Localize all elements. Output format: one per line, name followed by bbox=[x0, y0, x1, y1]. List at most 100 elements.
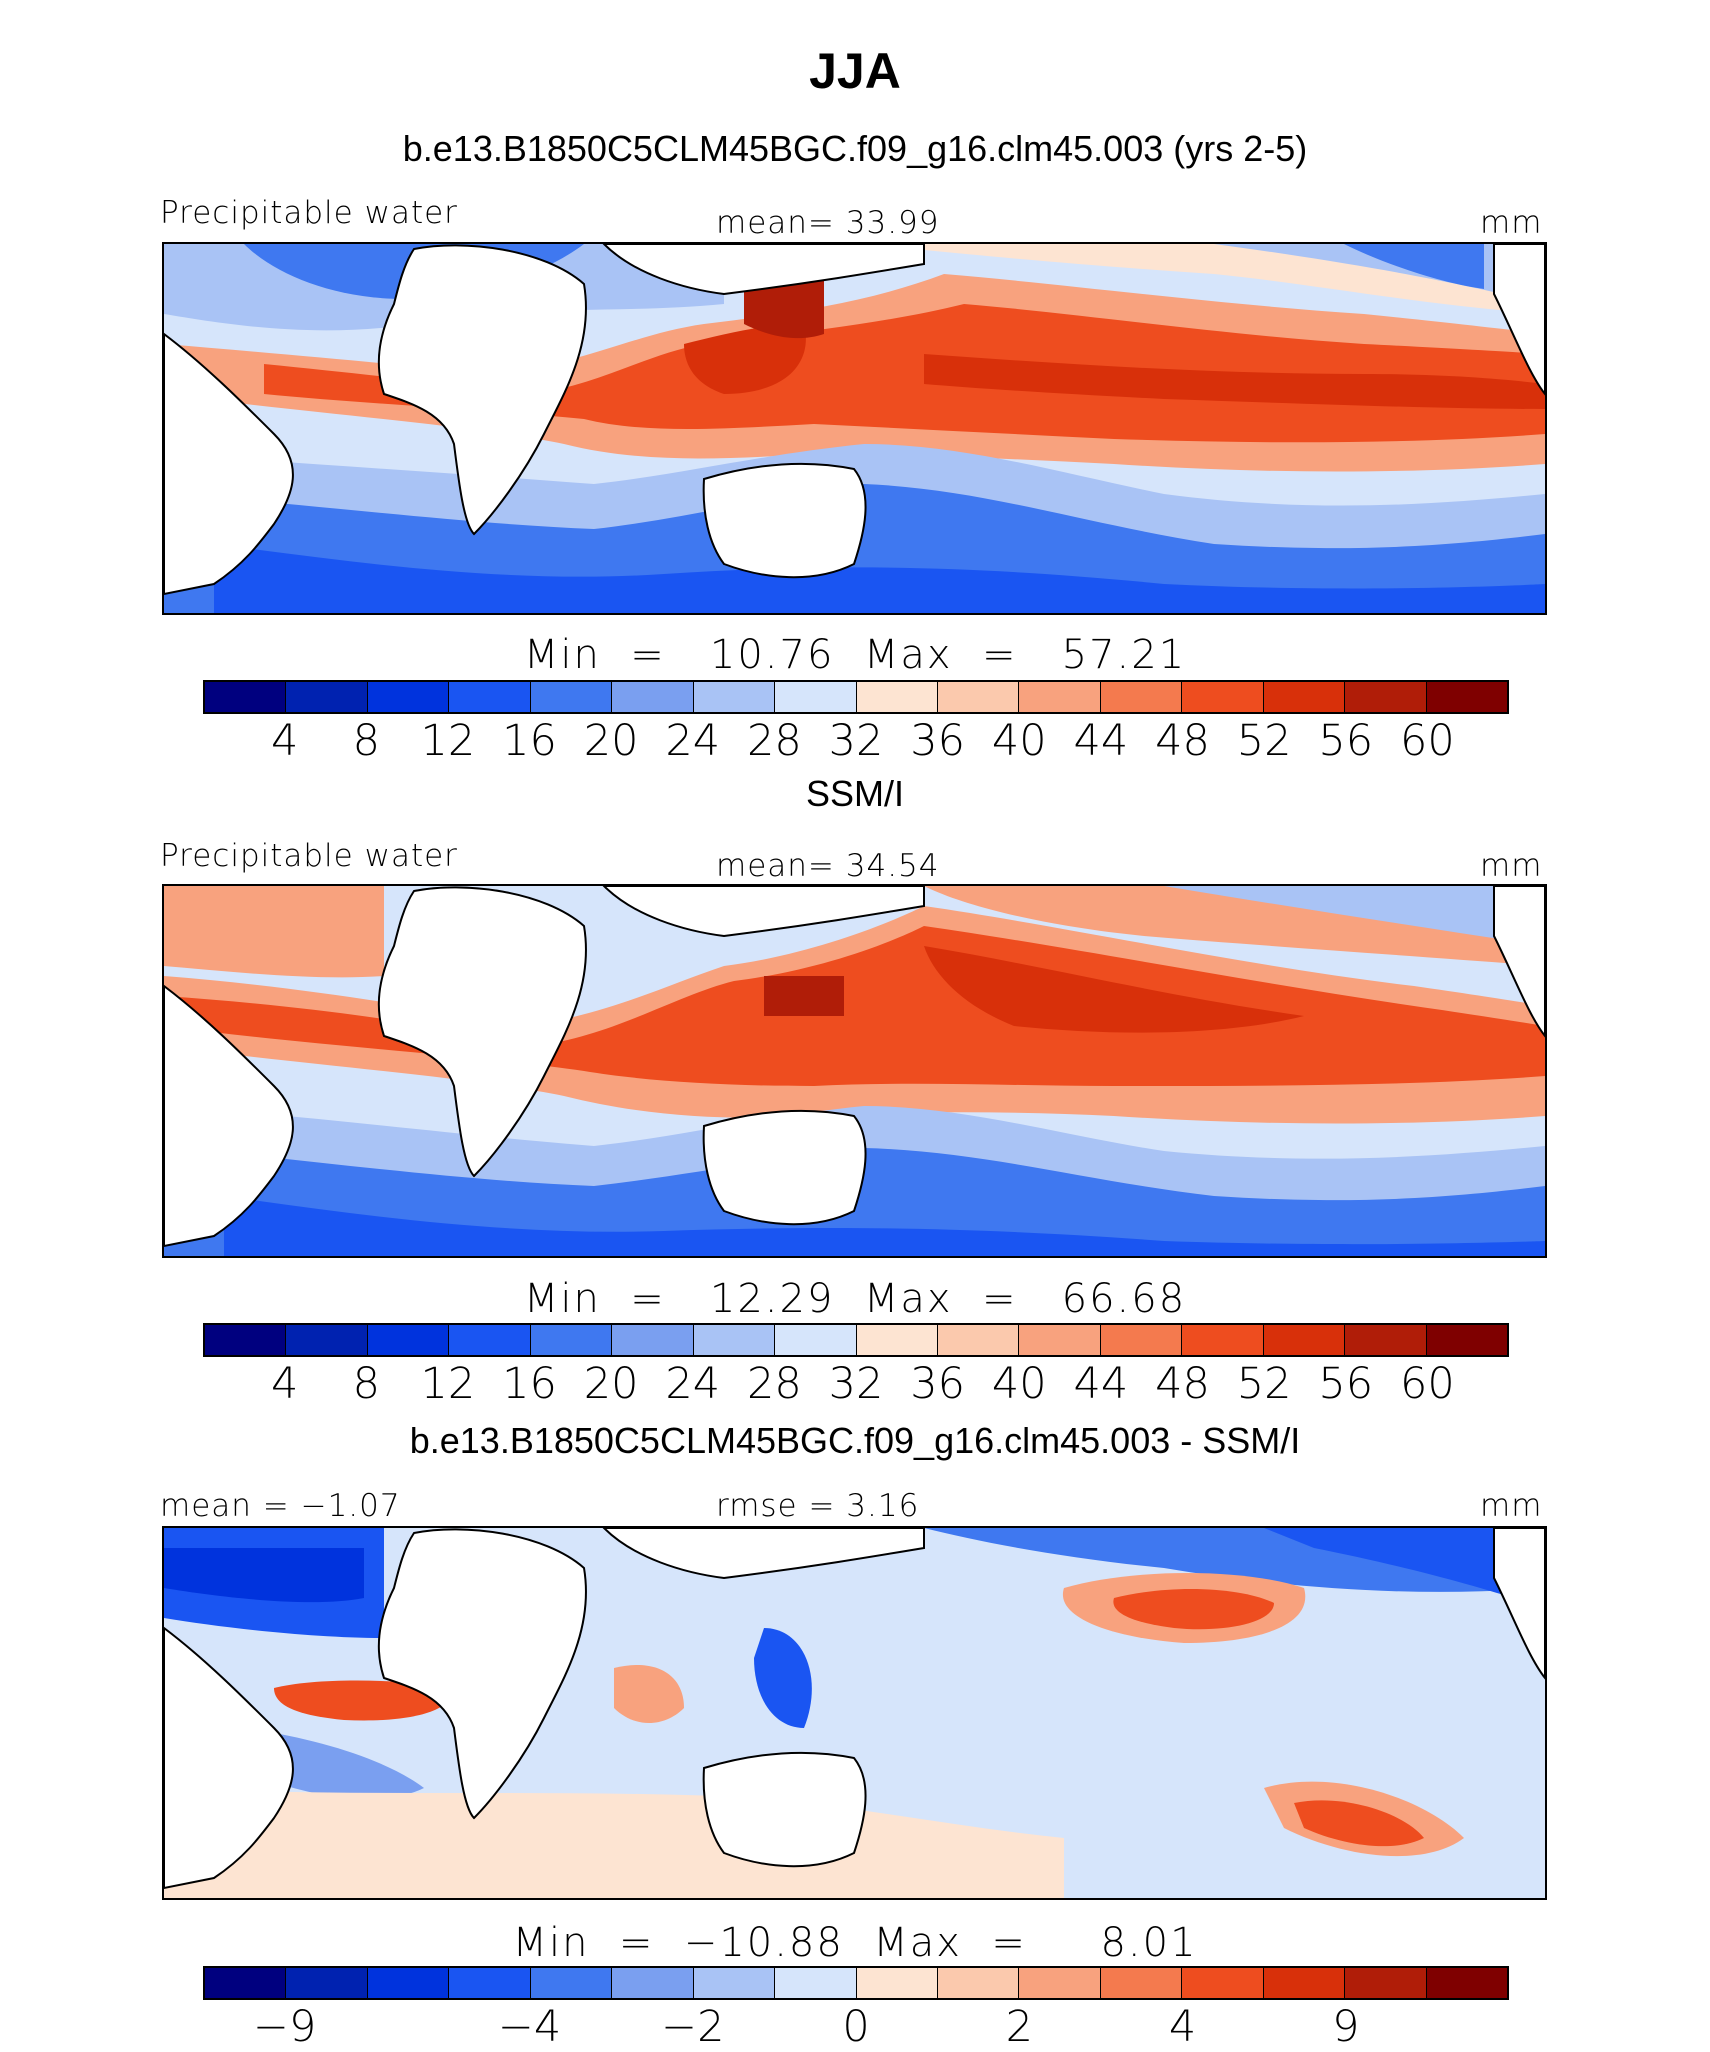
colorbar-tick-label: 8 bbox=[352, 1359, 380, 1409]
panel-3-colorbar bbox=[203, 1966, 1509, 2000]
colorbar-swatch bbox=[286, 1968, 368, 1998]
panel-2-colorbar-ticks: 4 8 12 16 20 24 28 32 36 40 44 48 52 56 60 bbox=[0, 1359, 1710, 1409]
field-band bbox=[1344, 244, 1484, 289]
colorbar-swatch bbox=[856, 682, 938, 712]
land-south-america bbox=[164, 1626, 294, 1890]
land-australia bbox=[702, 462, 867, 579]
colorbar-tick-label: 4 bbox=[270, 716, 299, 766]
land-asia bbox=[602, 886, 925, 938]
colorbar-swatch bbox=[1100, 1968, 1183, 1998]
colorbar-swatch bbox=[775, 1968, 857, 1998]
panel-1-colorbar-ticks: 4 8 12 16 20 24 28 32 36 40 44 48 52 56 60 bbox=[0, 716, 1710, 766]
colorbar-tick-label: 24 bbox=[665, 716, 721, 766]
colorbar-swatch bbox=[1345, 1325, 1427, 1355]
field-band bbox=[164, 1548, 364, 1603]
colorbar-tick-label: 4 bbox=[270, 1359, 299, 1409]
colorbar-swatch bbox=[367, 1325, 450, 1355]
land-australia bbox=[702, 1751, 867, 1868]
panel-2-colorbar bbox=[203, 1323, 1509, 1357]
field-band bbox=[764, 976, 844, 1016]
colorbar-swatch bbox=[1345, 682, 1427, 712]
colorbar-tick-label: 28 bbox=[747, 716, 802, 766]
colorbar-tick-label: 16 bbox=[502, 1359, 557, 1409]
panel-3-map bbox=[162, 1526, 1547, 1900]
colorbar-swatch bbox=[1263, 1325, 1346, 1355]
colorbar-swatch bbox=[286, 1325, 368, 1355]
panel-2-title: SSM/I bbox=[805, 773, 904, 814]
colorbar-swatch bbox=[1182, 682, 1264, 712]
colorbar-tick-label: 32 bbox=[828, 716, 884, 766]
panel-1-min-max: Min = 10.76 Max = 57.21 bbox=[523, 632, 1187, 678]
colorbar-tick-label: 12 bbox=[420, 1359, 476, 1409]
colorbar-swatch bbox=[205, 1968, 287, 1998]
field-band bbox=[214, 544, 1545, 613]
colorbar-tick-label: 36 bbox=[910, 716, 965, 766]
panel-2-units-label: mm bbox=[1480, 848, 1543, 884]
colorbar-swatch bbox=[1019, 682, 1101, 712]
colorbar-tick-label: 48 bbox=[1155, 716, 1210, 766]
colorbar-swatch bbox=[1263, 1968, 1346, 1998]
colorbar-tick-label: 60 bbox=[1400, 716, 1455, 766]
colorbar-swatch bbox=[530, 682, 613, 712]
panel-2-variable-label: Precipitable water bbox=[160, 838, 458, 874]
colorbar-tick-label: 8 bbox=[352, 716, 380, 766]
field-band bbox=[924, 354, 1545, 409]
panel-2-mean-label: mean= 34.54 bbox=[716, 848, 940, 884]
colorbar-swatch bbox=[205, 682, 287, 712]
colorbar-swatch bbox=[1100, 1325, 1183, 1355]
colorbar-swatch bbox=[856, 1968, 938, 1998]
colorbar-swatch bbox=[205, 1325, 287, 1355]
colorbar-tick-label: 60 bbox=[1400, 1359, 1455, 1409]
field-band bbox=[1164, 886, 1545, 946]
land-africa bbox=[377, 1528, 587, 1820]
panel-1-variable-label: Precipitable water bbox=[160, 195, 458, 231]
colorbar-tick-label: 52 bbox=[1236, 716, 1292, 766]
panel-3-rmse-label: rmse = 3.16 bbox=[716, 1488, 920, 1524]
panel-3-min-max: Min = −10.88 Max = 8.01 bbox=[512, 1920, 1198, 1966]
colorbar-swatch bbox=[693, 1968, 776, 1998]
colorbar-tick-label: 52 bbox=[1236, 1359, 1292, 1409]
colorbar-tick-label: 32 bbox=[828, 1359, 884, 1409]
colorbar-swatch bbox=[286, 682, 368, 712]
colorbar-tick-label: 28 bbox=[747, 1359, 802, 1409]
land-south-america bbox=[164, 332, 294, 596]
colorbar-swatch bbox=[449, 1325, 531, 1355]
panel-3-contour-field bbox=[164, 1528, 1545, 1898]
colorbar-swatch bbox=[1019, 1325, 1101, 1355]
colorbar-swatch bbox=[367, 682, 450, 712]
colorbar-swatch bbox=[1426, 1325, 1507, 1355]
land-africa bbox=[377, 244, 587, 536]
panel-1-map bbox=[162, 242, 1547, 615]
field-band bbox=[224, 1196, 1545, 1256]
land-australia bbox=[702, 1109, 867, 1226]
colorbar-swatch bbox=[693, 682, 776, 712]
field-band bbox=[744, 274, 824, 339]
field-band bbox=[924, 946, 1304, 1033]
field-band bbox=[264, 304, 1545, 443]
colorbar-tick-label: 12 bbox=[420, 716, 476, 766]
panel-1-mean-label: mean= 33.99 bbox=[716, 205, 940, 241]
colorbar-swatch bbox=[937, 682, 1020, 712]
field-band bbox=[754, 1628, 812, 1728]
colorbar-tick-label: 2 bbox=[1005, 2002, 1033, 2052]
colorbar-swatch bbox=[937, 1968, 1020, 1998]
field-band bbox=[684, 324, 806, 394]
land-central-america bbox=[1493, 886, 1545, 1038]
panel-1-title: b.e13.B1850C5CLM45BGC.f09_g16.clm45.003 … bbox=[402, 128, 1308, 169]
land-south-america bbox=[164, 984, 294, 1248]
colorbar-swatch bbox=[612, 1325, 694, 1355]
colorbar-tick-label: 40 bbox=[991, 1359, 1047, 1409]
colorbar-swatch bbox=[693, 1325, 776, 1355]
colorbar-tick-label: 36 bbox=[910, 1359, 965, 1409]
colorbar-swatch bbox=[1100, 682, 1183, 712]
panel-1-colorbar bbox=[203, 680, 1509, 714]
colorbar-tick-label: 48 bbox=[1155, 1359, 1210, 1409]
land-central-america bbox=[1493, 1528, 1545, 1680]
colorbar-swatch bbox=[449, 1968, 531, 1998]
colorbar-tick-label: 0 bbox=[842, 2002, 870, 2052]
colorbar-swatch bbox=[1182, 1325, 1264, 1355]
panel-2-map bbox=[162, 884, 1547, 1258]
panel-2-contour-field bbox=[164, 886, 1545, 1256]
colorbar-tick-label: −4 bbox=[497, 2002, 562, 2052]
field-band bbox=[164, 886, 384, 978]
